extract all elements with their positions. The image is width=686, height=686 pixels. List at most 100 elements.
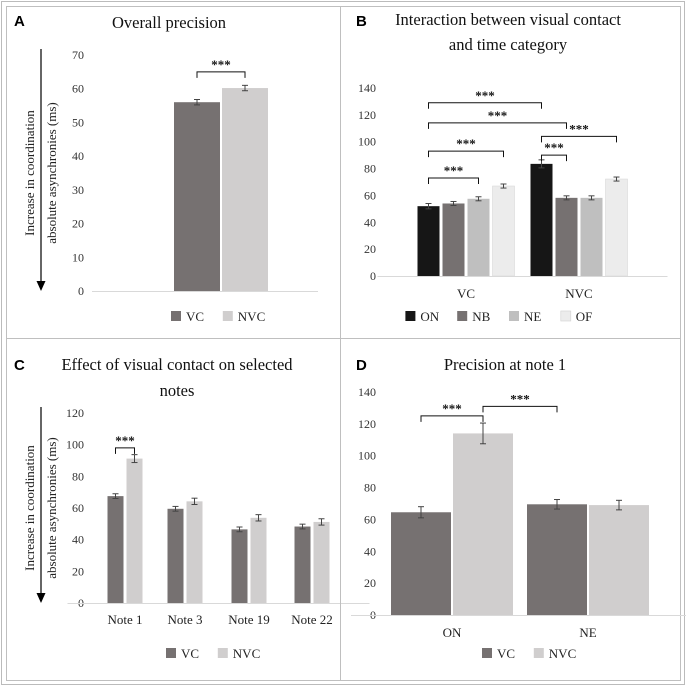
significance-bracket <box>420 415 484 422</box>
legend: VC NVC <box>166 646 260 661</box>
bar-nvc <box>126 458 143 603</box>
y-tick-label: 40 <box>364 215 376 229</box>
y-tick-label: 140 <box>358 385 376 399</box>
panel-title: and time category <box>449 35 568 54</box>
x-category-label: ON <box>443 625 462 640</box>
error-bar <box>255 514 262 522</box>
panel-letter: D <box>356 357 367 374</box>
legend-swatch-nvc <box>533 648 544 658</box>
error-bar <box>613 176 620 182</box>
error-bar <box>131 454 138 464</box>
bracket-line <box>482 405 558 413</box>
significance-label: *** <box>115 433 135 448</box>
bar-nvc <box>186 501 203 603</box>
bar-ne <box>467 198 490 276</box>
error-bar <box>500 183 507 189</box>
significance-label: *** <box>569 121 589 136</box>
y-tick-label: 100 <box>358 449 376 463</box>
error-bar <box>172 505 179 512</box>
y-tick-label: 60 <box>364 188 376 202</box>
legend-label-of: OF <box>576 309 593 324</box>
x-category-label: Note 3 <box>167 612 202 627</box>
bracket-line <box>196 71 246 78</box>
panel-border <box>340 338 681 681</box>
bar-ne <box>580 197 603 276</box>
bar-on <box>417 206 440 276</box>
bracket-line <box>115 447 135 454</box>
significance-label: *** <box>488 108 508 123</box>
bar-vc <box>107 496 124 603</box>
arrow-head <box>36 281 46 291</box>
bar-nb <box>442 203 465 276</box>
legend: ON NB NE OF <box>405 309 592 324</box>
arrow-head <box>36 593 46 603</box>
y-tick-label: 40 <box>364 544 376 558</box>
legend: VC NVC <box>482 646 576 661</box>
y-tick-label: 140 <box>358 81 376 95</box>
y-tick-label: 100 <box>358 135 376 149</box>
error-bar <box>318 518 325 526</box>
significance-bracket <box>482 405 558 413</box>
legend-swatch-of <box>560 310 572 322</box>
error-bar <box>299 523 306 530</box>
error-bar <box>563 195 570 201</box>
panel-title: Interaction between visual contact <box>395 10 621 29</box>
error-bar <box>554 499 560 510</box>
x-category-label: Note 22 <box>291 612 333 627</box>
legend: VC NVC <box>171 309 265 324</box>
bracket-line <box>541 154 567 162</box>
y-tick-label: 70 <box>72 48 84 62</box>
y-axis-arrow <box>36 407 46 603</box>
error-bar <box>191 497 198 506</box>
panel-title: notes <box>160 381 195 400</box>
y-axis-label-line-2: absolute asynchronies (ms) <box>44 437 59 579</box>
legend-label-vc: VC <box>497 646 515 661</box>
bar-vc <box>167 508 184 603</box>
legend-swatch-nvc <box>217 648 228 658</box>
legend-label-on: ON <box>420 309 439 324</box>
bracket-line <box>428 122 567 129</box>
error-bar <box>236 526 243 533</box>
y-tick-label: 0 <box>370 269 376 283</box>
legend-swatch-on <box>405 311 416 321</box>
panel-title: Overall precision <box>112 13 226 32</box>
bar-vc <box>174 102 220 291</box>
significance-label: *** <box>510 391 530 406</box>
legend-swatch-vc <box>171 311 181 321</box>
legend-label-nvc: NVC <box>233 646 260 661</box>
x-category-label: Note 19 <box>228 612 270 627</box>
significance-bracket <box>428 102 542 109</box>
significance-bracket <box>196 71 246 78</box>
error-bar <box>588 195 595 201</box>
bar-nvc <box>250 517 267 603</box>
panel-letter: A <box>14 13 25 30</box>
bracket-line <box>541 135 617 143</box>
legend-label-nb: NB <box>472 309 490 324</box>
y-tick-label: 80 <box>72 469 84 483</box>
significance-bracket <box>541 154 567 162</box>
y-tick-label: 100 <box>66 438 84 452</box>
bar-vc <box>231 529 248 603</box>
significance-label: *** <box>211 57 231 72</box>
bar-on <box>530 163 553 276</box>
y-tick-label: 40 <box>72 533 84 547</box>
panel-c: C Effect of visual contact on selected not… <box>6 338 370 681</box>
y-tick-label: 10 <box>72 250 84 264</box>
bar-nb <box>555 197 578 276</box>
y-tick-label: 50 <box>72 115 84 129</box>
bar-nvc <box>313 521 330 603</box>
panel-b: B Interaction between visual contact and t… <box>340 6 681 339</box>
significance-bracket <box>428 150 504 158</box>
x-category-label: NVC <box>565 286 592 301</box>
bracket-line <box>428 177 479 184</box>
y-tick-label: 120 <box>66 406 84 420</box>
bar-nvc <box>222 88 268 291</box>
error-bar <box>112 493 119 499</box>
x-category-label: VC <box>457 286 475 301</box>
error-bar <box>425 202 432 210</box>
legend-label-nvc: NVC <box>238 309 265 324</box>
y-tick-label: 20 <box>364 242 376 256</box>
legend-swatch-nvc <box>222 311 233 321</box>
